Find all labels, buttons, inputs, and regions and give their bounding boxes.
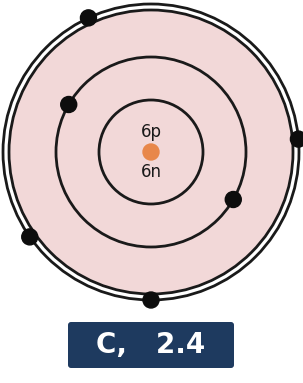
Circle shape [143, 292, 159, 308]
Circle shape [61, 97, 77, 113]
Circle shape [291, 131, 303, 147]
FancyBboxPatch shape [68, 322, 234, 368]
Circle shape [22, 229, 38, 245]
Circle shape [9, 10, 293, 294]
Text: C,   2.4: C, 2.4 [96, 331, 206, 359]
Circle shape [225, 192, 241, 208]
Text: 6p: 6p [141, 123, 161, 141]
Text: 6n: 6n [141, 163, 161, 181]
Circle shape [81, 10, 96, 26]
Circle shape [143, 144, 159, 160]
